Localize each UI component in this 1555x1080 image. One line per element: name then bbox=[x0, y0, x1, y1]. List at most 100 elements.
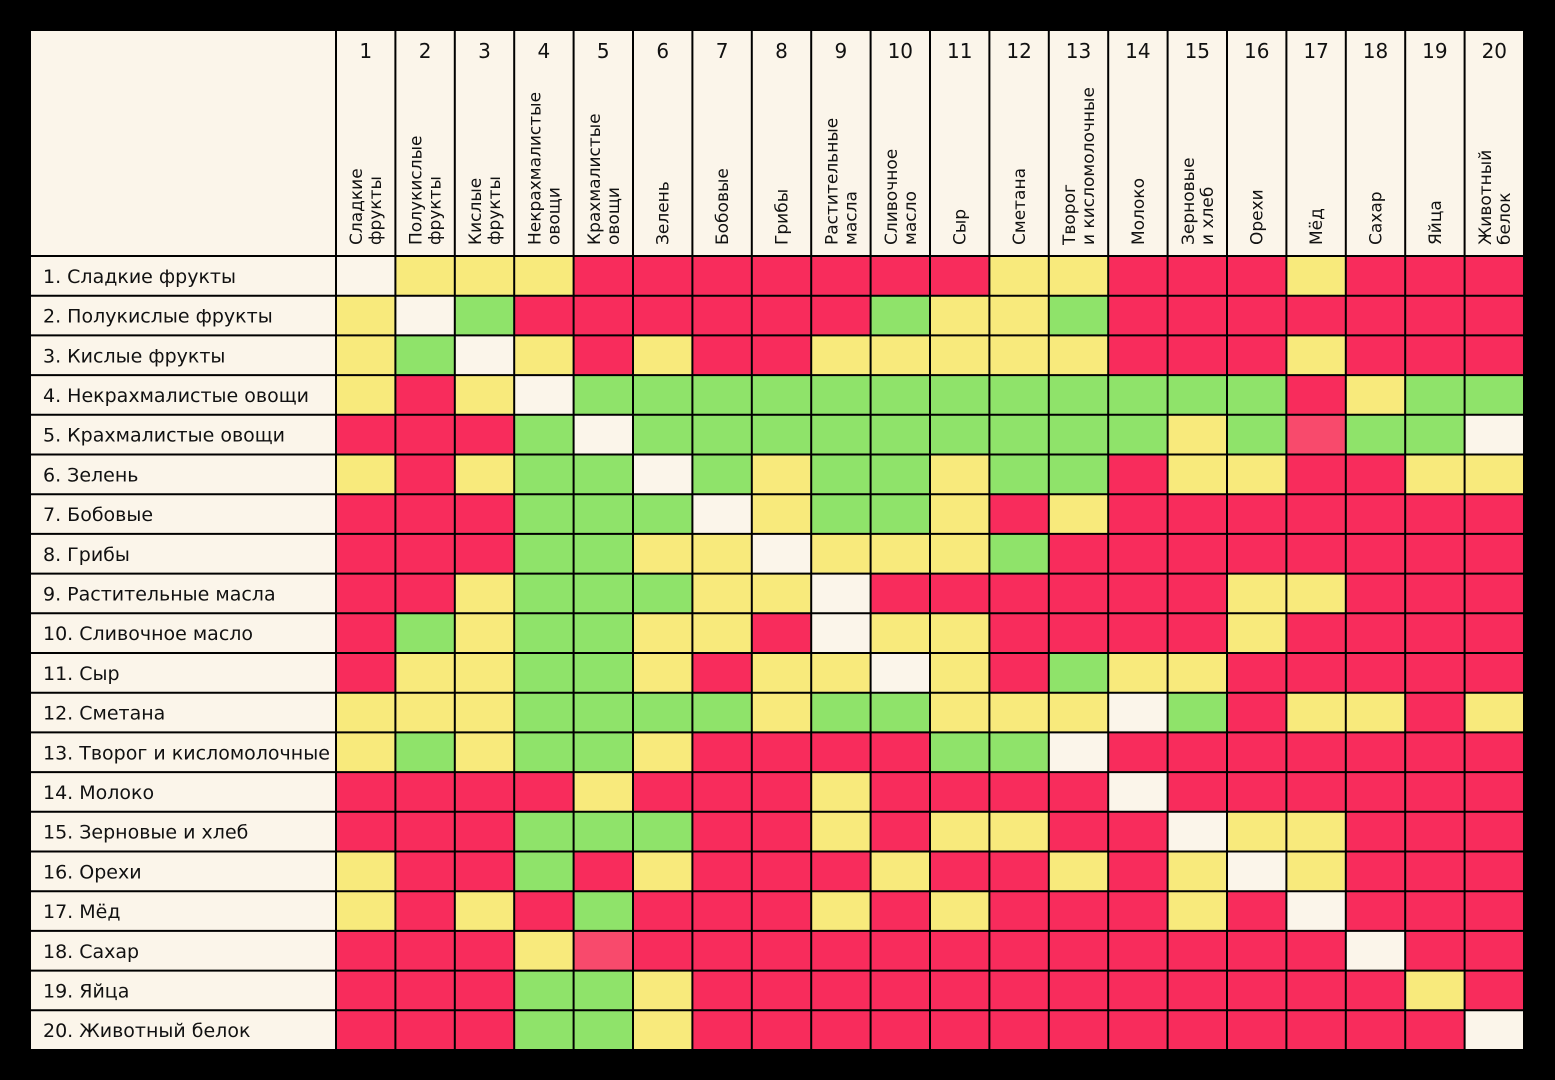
cell-r14-c9 bbox=[811, 772, 871, 812]
cell-r14-c2 bbox=[395, 772, 455, 812]
cell-r10-c4 bbox=[514, 613, 574, 653]
cell-r9-c18 bbox=[1345, 573, 1406, 614]
cell-r2-c20 bbox=[1464, 295, 1524, 336]
col-label-5-line-2: овощи bbox=[604, 187, 624, 245]
cell-r7-c6 bbox=[633, 494, 693, 534]
cell-r15-c17 bbox=[1286, 811, 1346, 852]
col-label-2-line-1: Полукислые bbox=[407, 135, 427, 245]
cell-r14-c1 bbox=[336, 772, 396, 812]
cell-r19-c10 bbox=[870, 970, 930, 1011]
cell-r4-c19 bbox=[1405, 375, 1465, 415]
cell-r4-c12 bbox=[989, 375, 1049, 415]
cell-r4-c10 bbox=[870, 375, 930, 415]
cell-r16-c9 bbox=[811, 851, 871, 892]
cell-r15-c18 bbox=[1345, 811, 1406, 852]
col-number-4: 4 bbox=[538, 39, 551, 63]
cell-r17-c3 bbox=[454, 891, 515, 931]
cell-r18-c20 bbox=[1464, 930, 1524, 971]
col-label-3-line-1: Кислые bbox=[466, 178, 486, 245]
cell-r20-c14 bbox=[1108, 1010, 1168, 1050]
cell-r18-c9 bbox=[811, 930, 871, 971]
cell-r15-c1 bbox=[336, 811, 396, 852]
cell-r1-c19 bbox=[1405, 256, 1465, 296]
cell-r13-c3 bbox=[454, 732, 515, 773]
cell-r16-c5 bbox=[573, 851, 633, 892]
cell-r13-c2 bbox=[395, 732, 455, 773]
cell-r17-c4 bbox=[514, 891, 574, 931]
col-label-8-line-1: Грибы bbox=[773, 189, 793, 245]
cell-r10-c1 bbox=[336, 613, 396, 653]
cell-r12-c5 bbox=[573, 692, 633, 733]
cell-r2-c18 bbox=[1345, 295, 1406, 336]
cell-r2-c6 bbox=[633, 295, 693, 336]
cell-r13-c10 bbox=[870, 732, 930, 773]
cell-r1-c16 bbox=[1227, 256, 1287, 296]
col-label-12-line-1: Сметана bbox=[1010, 168, 1030, 245]
cell-r16-c4 bbox=[514, 851, 574, 892]
col-label-2-line-2: фрукты bbox=[426, 176, 446, 245]
compatibility-grid: 1. Сладкие фрукты 2. Полукислые фрукты 3. … bbox=[31, 31, 1524, 1050]
col-label-10-line-2: масло bbox=[901, 191, 921, 245]
row-label-3: 3. Кислые фрукты bbox=[43, 345, 225, 367]
cell-r13-c18 bbox=[1345, 732, 1406, 773]
cell-r12-c9 bbox=[811, 692, 871, 733]
cell-r5-c2 bbox=[395, 414, 455, 455]
cell-r4-c5 bbox=[573, 375, 633, 415]
cell-r5-c9 bbox=[811, 414, 871, 455]
cell-r3-c3 bbox=[454, 335, 515, 376]
col-label-9-line-2: масла bbox=[841, 191, 861, 245]
cell-r11-c2 bbox=[395, 653, 455, 693]
cell-r18-c15 bbox=[1167, 930, 1227, 971]
cell-r16-c2 bbox=[395, 851, 455, 892]
cell-r1-c5 bbox=[573, 256, 633, 296]
row-label-9: 9. Растительные масла bbox=[43, 583, 276, 605]
cell-r9-c10 bbox=[870, 573, 930, 614]
cell-r8-c14 bbox=[1108, 533, 1168, 574]
cell-r12-c7 bbox=[692, 692, 752, 733]
cell-r3-c1 bbox=[336, 335, 396, 376]
col-number-7: 7 bbox=[716, 39, 729, 63]
cell-r9-c9 bbox=[811, 573, 871, 614]
row-label-4: 4. Некрахмалистые овощи bbox=[43, 385, 309, 407]
col-number-2: 2 bbox=[419, 39, 432, 63]
cell-r16-c13 bbox=[1048, 851, 1109, 892]
cell-r4-c11 bbox=[930, 375, 990, 415]
cell-r17-c1 bbox=[336, 891, 396, 931]
cell-r2-c16 bbox=[1227, 295, 1287, 336]
cell-r1-c12 bbox=[989, 256, 1049, 296]
cell-r16-c20 bbox=[1464, 851, 1524, 892]
cell-r11-c1 bbox=[336, 653, 396, 693]
cell-r12-c14 bbox=[1108, 692, 1168, 733]
cell-r18-c18 bbox=[1345, 930, 1406, 971]
cell-r8-c5 bbox=[573, 533, 633, 574]
cell-r6-c19 bbox=[1405, 454, 1465, 495]
cell-r4-c4 bbox=[514, 375, 574, 415]
cell-r15-c8 bbox=[751, 811, 812, 852]
cell-r10-c18 bbox=[1345, 613, 1406, 653]
cell-r5-c8 bbox=[751, 414, 812, 455]
cell-r17-c17 bbox=[1286, 891, 1346, 931]
cell-r14-c16 bbox=[1227, 772, 1287, 812]
cell-r14-c20 bbox=[1464, 772, 1524, 812]
cell-r17-c6 bbox=[633, 891, 693, 931]
cell-r2-c13 bbox=[1048, 295, 1109, 336]
cell-r9-c2 bbox=[395, 573, 455, 614]
cell-r17-c13 bbox=[1048, 891, 1109, 931]
row-label-11: 11. Сыр bbox=[43, 663, 120, 685]
cell-r19-c8 bbox=[751, 970, 812, 1011]
cell-r20-c11 bbox=[930, 1010, 990, 1050]
cell-r19-c6 bbox=[633, 970, 693, 1011]
col-label-13-line-2: и кисломолочные bbox=[1079, 87, 1099, 245]
col-label-4-line-1: Некрахмалистые bbox=[525, 92, 545, 245]
cell-r8-c8 bbox=[751, 533, 812, 574]
cell-r7-c8 bbox=[751, 494, 812, 534]
cell-r16-c1 bbox=[336, 851, 396, 892]
cell-r8-c12 bbox=[989, 533, 1049, 574]
cell-r11-c10 bbox=[870, 653, 930, 693]
cell-r19-c20 bbox=[1464, 970, 1524, 1011]
cell-r19-c13 bbox=[1048, 970, 1109, 1011]
cell-r3-c19 bbox=[1405, 335, 1465, 376]
row-label-6: 6. Зелень bbox=[43, 464, 139, 486]
cell-r9-c14 bbox=[1108, 573, 1168, 614]
cell-r10-c3 bbox=[454, 613, 515, 653]
